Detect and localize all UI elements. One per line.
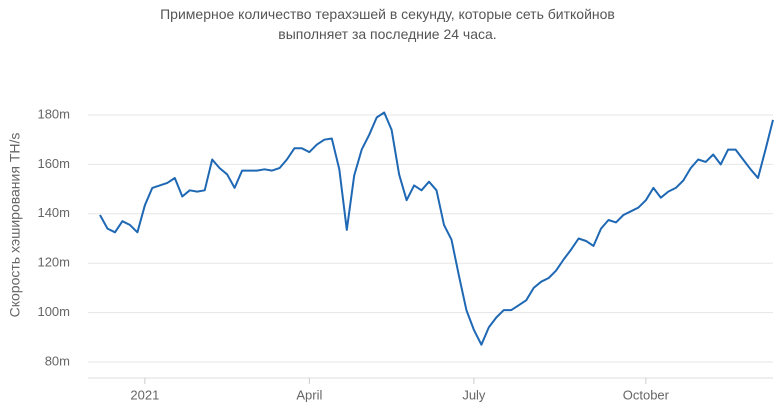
y-tick-label: 120m [37, 255, 70, 270]
data-line [99, 111, 774, 346]
x-tick-label: July [462, 387, 486, 402]
chart-title: Примерное количество терахэшей в секунду… [160, 6, 615, 42]
x-tick-label: October [623, 387, 670, 402]
y-tick-label: 160m [37, 156, 70, 171]
x-tick-label: April [296, 387, 322, 402]
x-tick-label: 2021 [130, 387, 159, 402]
y-tick-label: 100m [37, 304, 70, 319]
y-tick-label: 80m [45, 353, 70, 368]
y-tick-label: 140m [37, 205, 70, 220]
y-tick-label: 180m [37, 106, 70, 121]
y-axis-label: Скорость хэширования TH/s [7, 133, 23, 318]
